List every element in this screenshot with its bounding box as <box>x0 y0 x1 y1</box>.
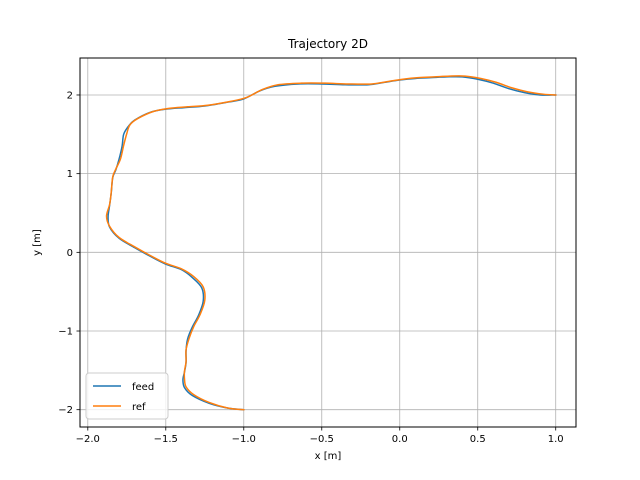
ticks: −2.0 −1.5 −1.0 −0.5 0.0 0.5 1.0 −2 −1 0 1 2 <box>58 90 563 445</box>
legend-label-ref: ref <box>132 402 146 413</box>
legend: feed ref <box>85 372 169 420</box>
y-tick-label: 0 <box>67 248 73 259</box>
x-tick-label: −1.5 <box>154 434 178 445</box>
x-tick-label: 1.0 <box>548 434 564 445</box>
y-tick-label: −2 <box>58 405 73 416</box>
x-axis-label: x [m] <box>315 451 342 462</box>
x-tick-label: −1.0 <box>232 434 256 445</box>
x-tick-label: 0.0 <box>392 434 408 445</box>
x-tick-label: 0.5 <box>470 434 486 445</box>
x-tick-label: −0.5 <box>310 434 334 445</box>
legend-label-feed: feed <box>132 382 154 393</box>
y-axis-label: y [m] <box>32 229 43 256</box>
y-tick-label: 1 <box>67 169 73 180</box>
plot-frame <box>79 57 577 428</box>
y-tick-label: −1 <box>58 327 73 338</box>
y-tick-label: 2 <box>67 90 73 101</box>
series-layer <box>105 75 557 411</box>
legend-box <box>85 372 169 420</box>
chart-title: Trajectory 2D <box>287 37 368 51</box>
x-tick-label: −2.0 <box>76 434 100 445</box>
series-line-ref <box>105 75 557 411</box>
